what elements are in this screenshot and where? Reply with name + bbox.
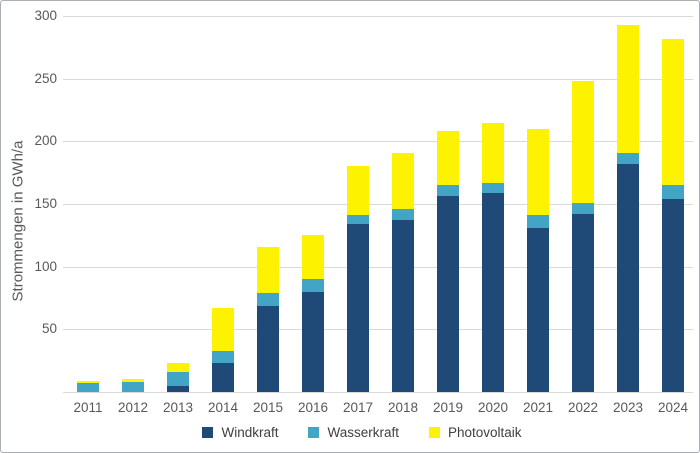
bar-2018-photovoltaik — [392, 153, 414, 209]
y-tick-label-300: 300 — [34, 8, 57, 23]
bar-2021-photovoltaik — [527, 129, 549, 215]
bar-2020-windkraft — [482, 193, 504, 392]
x-axis-label-2016: 2016 — [297, 400, 329, 415]
bar-2024-photovoltaik — [662, 39, 684, 185]
y-tick-label-250: 250 — [34, 71, 57, 86]
bar-2020-photovoltaik — [482, 123, 504, 183]
legend-swatch-photovoltaik — [428, 427, 440, 438]
bar-2022-windkraft — [572, 214, 594, 392]
gridline-200 — [63, 141, 693, 142]
gridline-50 — [63, 329, 693, 330]
bar-2015-windkraft — [257, 306, 279, 392]
bar-2023-windkraft — [617, 164, 639, 392]
legend-label-photovoltaik: Photovoltaik — [447, 425, 522, 440]
bar-2014-wasserkraft — [212, 351, 234, 363]
y-axis-title: Strommengen in GWh/a — [9, 140, 27, 302]
legend: Windkraft Wasserkraft Photovoltaik — [25, 425, 699, 440]
x-axis-label-2015: 2015 — [252, 400, 284, 415]
bar-2024-windkraft — [662, 199, 684, 392]
bar-2013-windkraft — [167, 386, 189, 392]
bar-2021-wasserkraft — [527, 215, 549, 228]
bar-2018-wasserkraft — [392, 209, 414, 220]
legend-item-wasserkraft: Wasserkraft — [308, 425, 399, 440]
legend-label-wasserkraft: Wasserkraft — [327, 425, 399, 440]
x-axis-label-2024: 2024 — [657, 400, 689, 415]
x-axis-label-2017: 2017 — [342, 400, 374, 415]
bar-2020-wasserkraft — [482, 183, 504, 193]
bar-2017-windkraft — [347, 224, 369, 392]
bar-2016-wasserkraft — [302, 279, 324, 292]
bar-2019-windkraft — [437, 196, 459, 392]
legend-item-windkraft: Windkraft — [202, 425, 278, 440]
x-axis-label-2021: 2021 — [522, 400, 554, 415]
legend-swatch-windkraft — [202, 427, 214, 438]
bar-2023-wasserkraft — [617, 153, 639, 164]
bar-2024-wasserkraft — [662, 185, 684, 199]
bar-2019-photovoltaik — [437, 131, 459, 185]
bar-2017-wasserkraft — [347, 215, 369, 224]
x-axis-label-2023: 2023 — [612, 400, 644, 415]
x-axis-label-2012: 2012 — [117, 400, 149, 415]
x-axis-label-2011: 2011 — [73, 400, 103, 415]
bar-2017-photovoltaik — [347, 166, 369, 215]
x-axis-label-2019: 2019 — [432, 400, 464, 415]
x-axis-label-2022: 2022 — [567, 400, 599, 415]
x-axis-label-2018: 2018 — [387, 400, 419, 415]
bar-2022-photovoltaik — [572, 81, 594, 203]
bar-2018-windkraft — [392, 220, 414, 392]
y-tick-label-50: 50 — [41, 321, 57, 336]
bar-2012-photovoltaik — [122, 379, 144, 382]
bar-2023-photovoltaik — [617, 25, 639, 153]
bar-2022-wasserkraft — [572, 203, 594, 214]
bar-2011-wasserkraft — [77, 383, 99, 392]
bar-2015-wasserkraft — [257, 293, 279, 306]
bar-2016-windkraft — [302, 292, 324, 392]
bar-2019-wasserkraft — [437, 185, 459, 196]
gridline-100 — [63, 267, 693, 268]
x-axis-label-2014: 2014 — [207, 400, 239, 415]
x-axis-line — [63, 392, 693, 393]
x-axis-label-2013: 2013 — [162, 400, 194, 415]
bar-2012-wasserkraft — [122, 382, 144, 392]
bar-2011-photovoltaik — [77, 381, 99, 383]
legend-item-photovoltaik: Photovoltaik — [428, 425, 522, 440]
legend-swatch-wasserkraft — [308, 427, 320, 438]
bar-2014-photovoltaik — [212, 308, 234, 351]
y-tick-label-200: 200 — [34, 133, 57, 148]
y-tick-label-100: 100 — [34, 259, 57, 274]
bar-2013-wasserkraft — [167, 372, 189, 386]
bar-2016-photovoltaik — [302, 235, 324, 279]
bar-2015-photovoltaik — [257, 247, 279, 293]
bar-2014-windkraft — [212, 363, 234, 392]
legend-label-windkraft: Windkraft — [221, 425, 279, 440]
gridline-250 — [63, 79, 693, 80]
x-axis-label-2020: 2020 — [477, 400, 509, 415]
bar-2021-windkraft — [527, 228, 549, 392]
y-tick-label-150: 150 — [34, 196, 57, 211]
plot-area — [63, 1, 693, 401]
gridline-150 — [63, 204, 693, 205]
gridline-300 — [63, 16, 693, 17]
bar-2013-photovoltaik — [167, 363, 189, 372]
